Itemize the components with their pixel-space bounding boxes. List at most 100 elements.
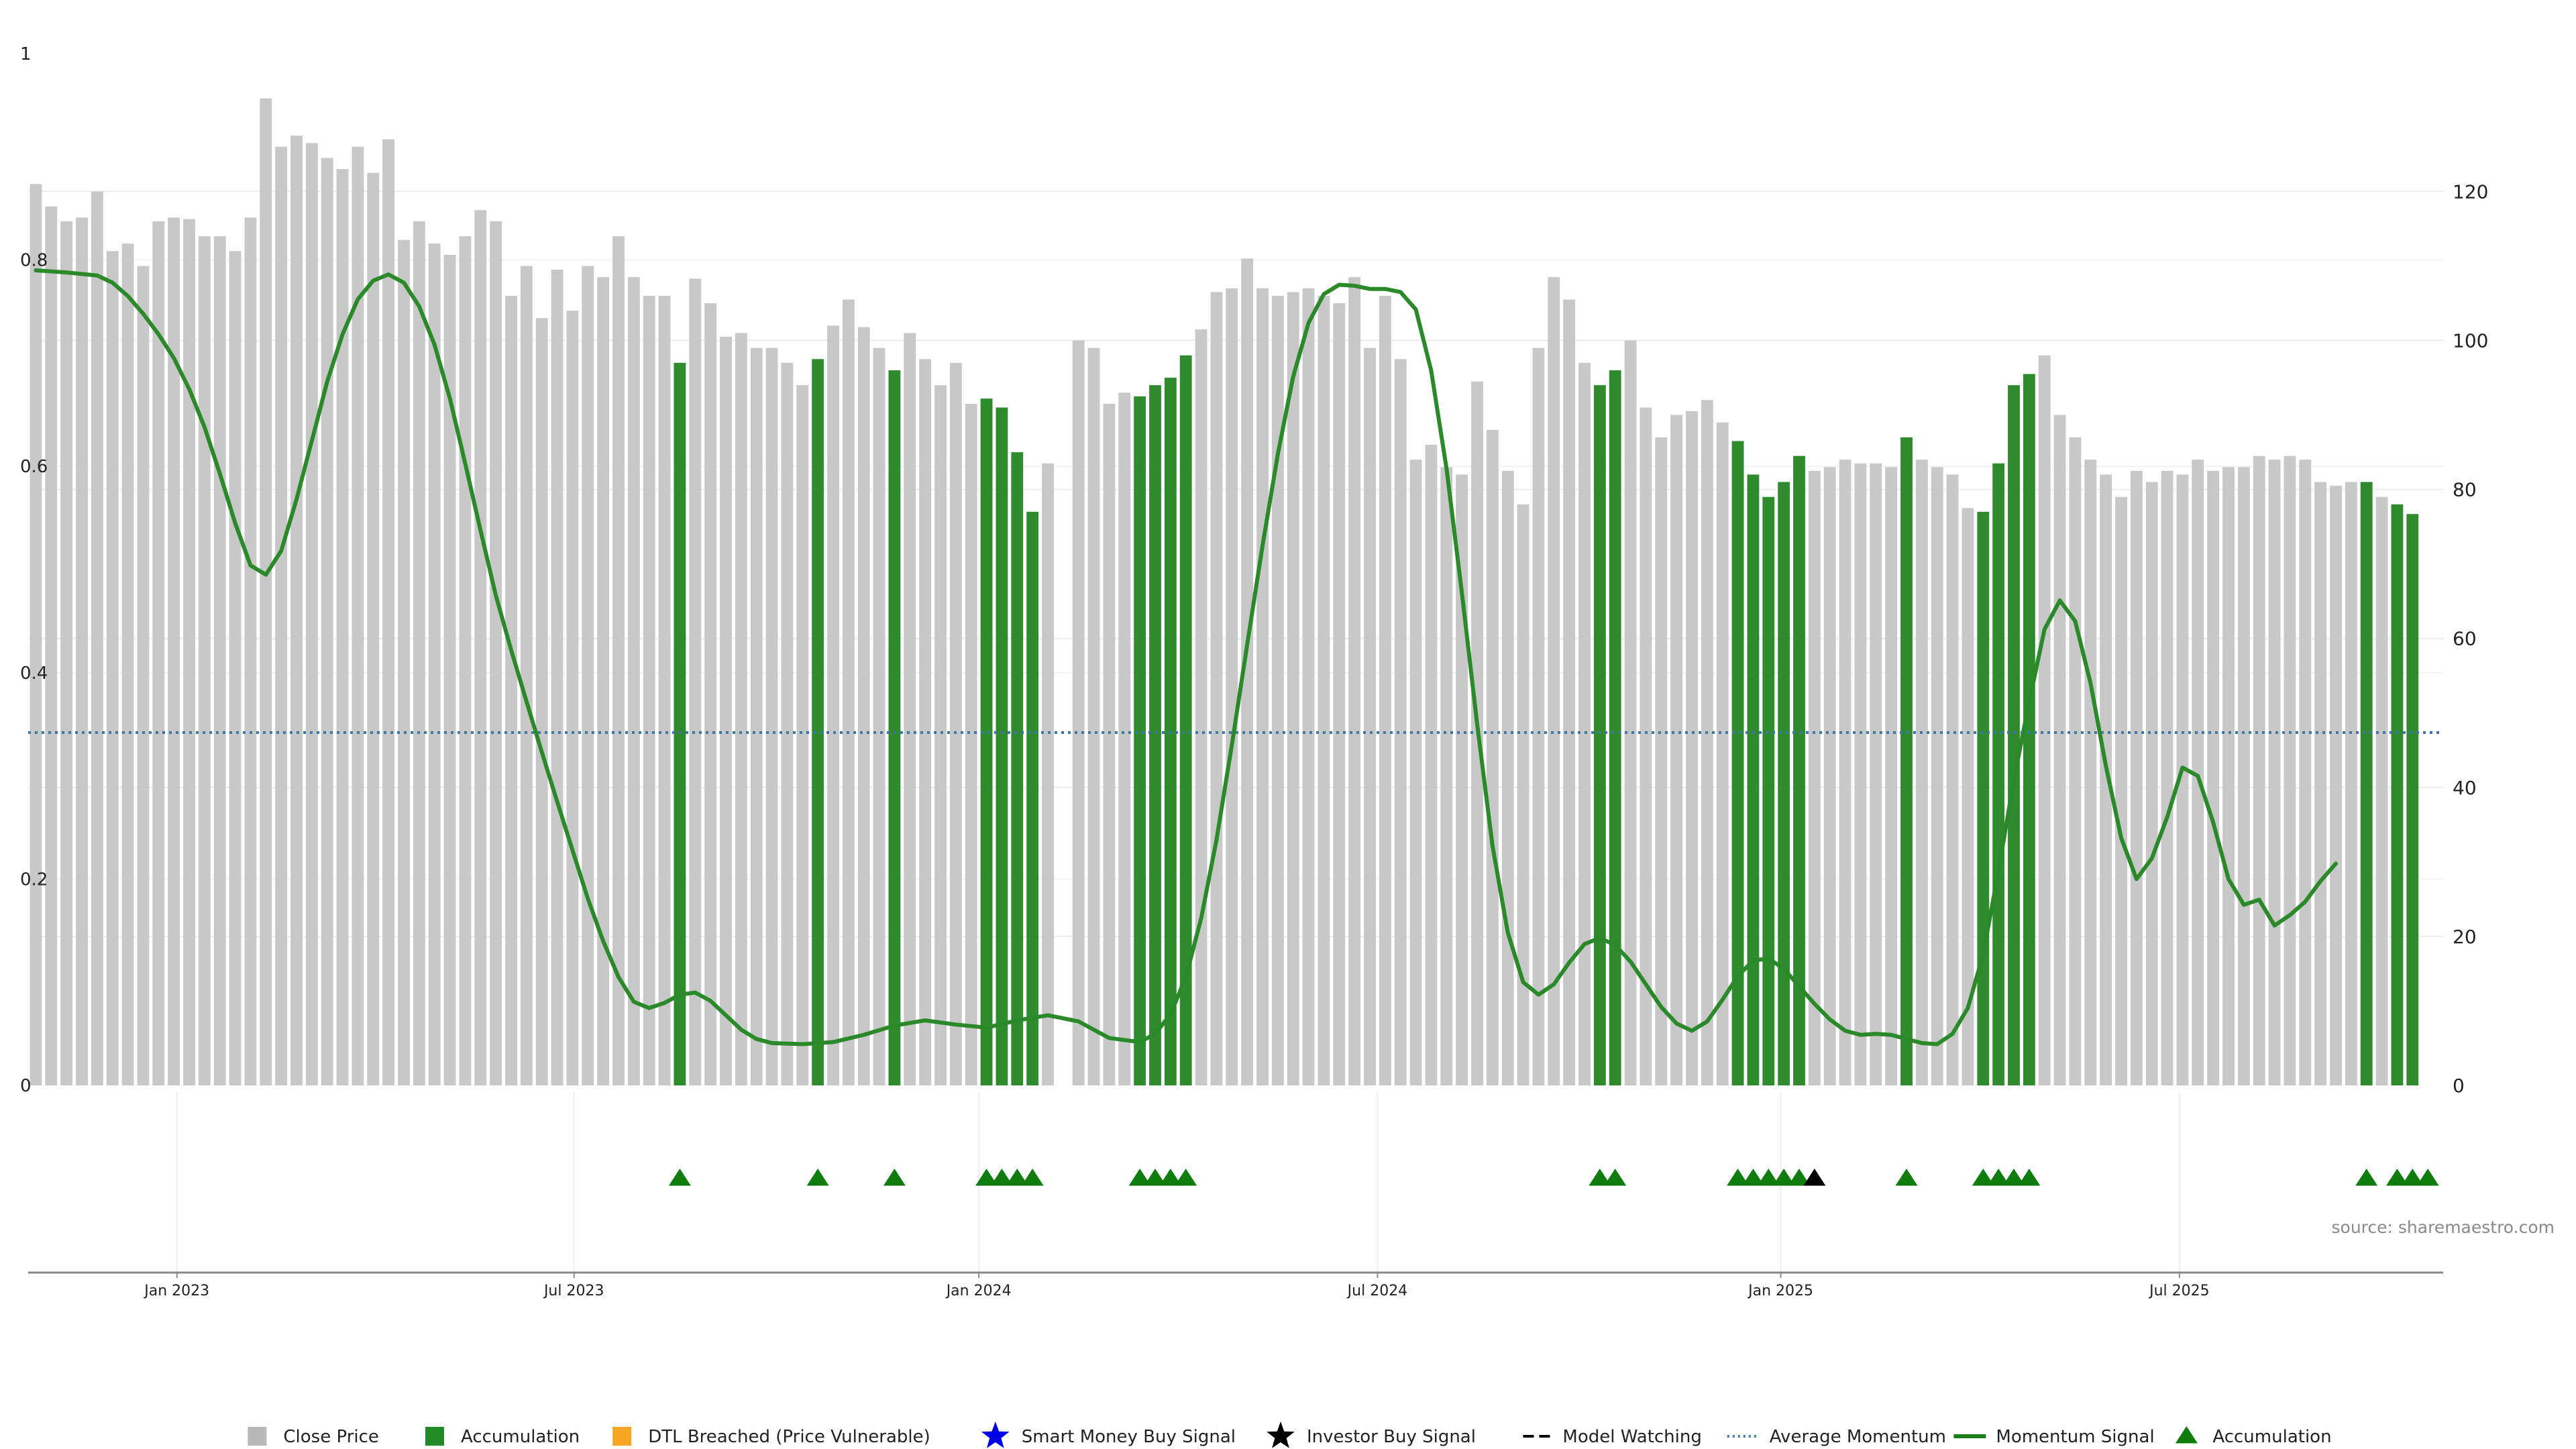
close-price-bar [2176, 474, 2189, 1085]
close-price-bar [2330, 486, 2342, 1085]
close-price-bar [1271, 295, 1284, 1085]
legend-investor-buy-signal-item: Investor Buy Signal [1267, 1421, 1476, 1448]
right-axis-tick-label: 20 [2453, 926, 2477, 948]
accumulation-marker [1021, 1169, 1044, 1186]
close-price-bar [1578, 362, 1591, 1086]
close-price-bar [949, 362, 962, 1086]
accumulation-bar [1011, 452, 1024, 1085]
close-price-bar [1517, 504, 1529, 1085]
close-price-bar [1379, 295, 1391, 1085]
close-price-bar [735, 333, 747, 1085]
accumulation-bar [1747, 474, 1760, 1085]
close-price-bar [290, 136, 303, 1086]
legend-average-momentum-item: Average Momentum [1727, 1427, 1946, 1447]
close-price-bar [2115, 496, 2127, 1085]
accumulation-marker [1741, 1169, 1764, 1186]
close-price-bar [1287, 292, 1299, 1085]
close-price-bar [2084, 460, 2097, 1085]
close-price-bar [2130, 470, 2143, 1085]
close-price-bar [1701, 400, 1713, 1085]
legend: Close Price Accumulation DTL Breached (Pri… [248, 1421, 2332, 1448]
close-price-bar [704, 303, 717, 1086]
close-price-bar [1946, 474, 1959, 1085]
close-price-bar [382, 139, 395, 1085]
accumulation-marker [1128, 1169, 1151, 1186]
close-price-bar [459, 236, 472, 1086]
close-price-bar [1501, 470, 1514, 1085]
accumulation-bar [888, 370, 901, 1085]
accumulation-bar [996, 407, 1008, 1085]
close-price-bar [2284, 455, 2296, 1085]
accumulation-bar [674, 362, 686, 1086]
accumulation-bar [1731, 441, 1744, 1085]
accumulation-bar [1179, 355, 1192, 1086]
close-price-bar [474, 210, 487, 1086]
accumulation-marker [1895, 1169, 1918, 1186]
left-axis-tick-label: 0 [20, 1076, 32, 1096]
x-axis-tick-label: Jan 2025 [1747, 1283, 1813, 1299]
x-axis-tick-label: Jul 2024 [1346, 1283, 1408, 1299]
close-price-bar [1318, 295, 1330, 1085]
close-price-bar [765, 347, 778, 1085]
left-axis: 0 0.2 0.4 0.6 0.8 1 [20, 44, 48, 1096]
source-credit: source: sharemaestro.com [2332, 1218, 2555, 1237]
right-axis-tick-label: 40 [2453, 777, 2477, 799]
accumulation-bar [980, 398, 993, 1085]
accumulation-bar [1900, 437, 1913, 1085]
right-axis: 0 20 40 60 80 100 120 [2453, 180, 2488, 1097]
close-price-bar [321, 158, 333, 1085]
close-price-bar [535, 318, 548, 1086]
close-price-bar [2145, 482, 2158, 1085]
close-price-bar [1962, 508, 1974, 1085]
accumulation-marker [1788, 1169, 1811, 1186]
accumulation-marker [2416, 1169, 2439, 1186]
left-axis-tick-label: 0.2 [20, 869, 48, 890]
accumulation-marker [1144, 1169, 1167, 1186]
close-price-bar [720, 336, 732, 1086]
legend-dtl-breached-price-vulnerable-swatch [612, 1427, 632, 1446]
close-price-bar [1931, 467, 1943, 1085]
close-price-bar [1915, 460, 1928, 1085]
close-price-bar [121, 244, 134, 1085]
close-price-bar [30, 184, 42, 1085]
close-price-bar [367, 172, 380, 1086]
close-price-bar [1440, 467, 1453, 1085]
accumulation-bar [1778, 482, 1790, 1085]
close-price-bar [612, 236, 625, 1086]
close-price-bar [1118, 392, 1131, 1085]
close-price-bar [2222, 467, 2235, 1085]
close-price-bar [520, 266, 533, 1085]
close-price-bar [91, 191, 103, 1086]
close-price-bar [1854, 463, 1867, 1085]
close-price-bar [551, 270, 564, 1085]
accumulation-marker [1987, 1169, 2010, 1186]
close-price-bar [1364, 347, 1376, 1085]
close-price-bar [627, 277, 640, 1085]
accumulation-marker [1727, 1169, 1750, 1186]
close-price-bar [336, 169, 349, 1085]
close-price-bar [2069, 437, 2082, 1085]
x-axis-tick-label: Jul 2025 [2148, 1283, 2210, 1299]
close-price-bar [76, 217, 88, 1086]
accumulation-marker [2385, 1169, 2408, 1186]
legend-smart-money-buy-signal-star-icon [981, 1421, 1010, 1448]
close-price-bar [1686, 411, 1698, 1085]
close-price-bar [857, 327, 870, 1085]
close-price-bar [260, 98, 272, 1085]
accumulation-marker [806, 1169, 829, 1186]
accumulation-bar [1977, 511, 1990, 1085]
x-axis-tick-label: Jul 2023 [543, 1283, 604, 1299]
legend-accumulation-label: Accumulation [2212, 1427, 2331, 1447]
close-price-bar [490, 221, 502, 1085]
close-price-bar [275, 146, 288, 1085]
accumulation-marker [990, 1169, 1013, 1186]
close-price-bar [1640, 407, 1652, 1085]
right-axis-tick-label: 100 [2453, 330, 2488, 352]
momentum-signal-line [34, 268, 2338, 1046]
signal-panel [176, 1092, 2439, 1273]
legend-model-watching-item: Model Watching [1523, 1427, 1702, 1447]
close-price-bar [60, 221, 73, 1085]
close-price-bars [30, 98, 2419, 1086]
close-price-bar [842, 299, 855, 1086]
